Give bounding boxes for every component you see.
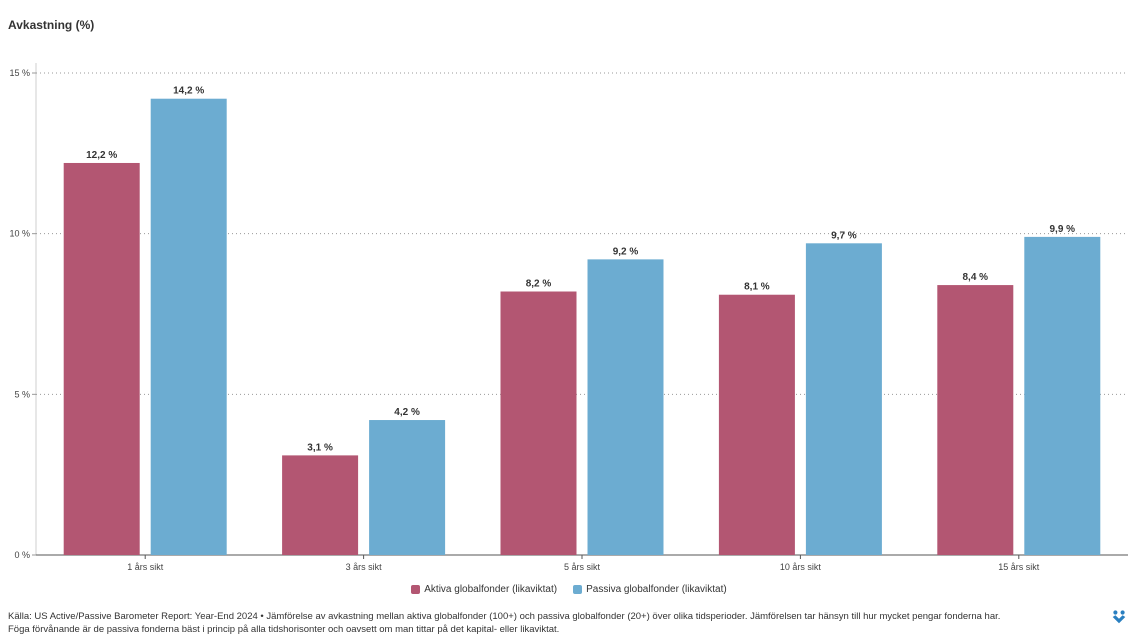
x-tick-label: 5 års sikt <box>564 562 601 572</box>
bar <box>282 455 359 555</box>
bar <box>63 162 140 555</box>
y-tick-label: 5 % <box>14 389 30 399</box>
x-tick-label: 3 års sikt <box>346 562 383 572</box>
legend-swatch-passiva <box>573 585 583 594</box>
bar <box>587 259 664 555</box>
data-label: 9,7 % <box>831 230 857 241</box>
bar <box>150 98 227 555</box>
data-label: 3,1 % <box>307 442 333 453</box>
data-label: 8,2 % <box>526 279 552 290</box>
data-label: 4,2 % <box>394 407 420 418</box>
bar <box>805 243 882 555</box>
y-tick-label: 15 % <box>9 68 30 78</box>
legend-item-aktiva[interactable]: Aktiva globalfonder (likaviktat) <box>411 584 557 595</box>
x-tick-label: 15 års sikt <box>998 562 1040 572</box>
x-tick-label: 10 års sikt <box>780 562 822 572</box>
data-label: 8,4 % <box>963 272 989 283</box>
legend-swatch-aktiva <box>411 585 421 594</box>
data-label: 12,2 % <box>86 150 117 161</box>
y-tick-label: 10 % <box>9 229 30 239</box>
bar-chart: 0 % 5 % 10 % 15 % 12,2 % 14,2 % 1 års sikt 3,1 … <box>9 63 1128 572</box>
bar <box>1024 236 1101 555</box>
footer-line-2: Föga förvånande är de passiva fonderna b… <box>8 624 560 635</box>
y-axis-title: Avkastning (%) <box>8 18 95 32</box>
data-label: 14,2 % <box>173 86 204 97</box>
legend-label-passiva: Passiva globalfonder (likaviktat) <box>586 584 727 595</box>
legend-label-aktiva: Aktiva globalfonder (likaviktat) <box>424 584 558 595</box>
bar <box>369 420 446 555</box>
footer-line-1: Källa: US Active/Passive Barometer Repor… <box>8 611 1001 622</box>
brand-logo-icon <box>1112 610 1126 624</box>
y-tick-label: 0 % <box>14 550 30 560</box>
legend: Aktiva globalfonder (likaviktat) Passiva… <box>0 584 1138 595</box>
x-tick-label: 1 års sikt <box>127 562 164 572</box>
data-label: 9,9 % <box>1050 224 1076 235</box>
data-label: 9,2 % <box>613 246 639 257</box>
source-footer: Källa: US Active/Passive Barometer Repor… <box>8 610 1088 636</box>
bar <box>718 294 795 555</box>
bar <box>937 285 1014 555</box>
data-label: 8,1 % <box>744 282 770 293</box>
legend-item-passiva[interactable]: Passiva globalfonder (likaviktat) <box>573 584 727 595</box>
bar <box>500 291 577 555</box>
